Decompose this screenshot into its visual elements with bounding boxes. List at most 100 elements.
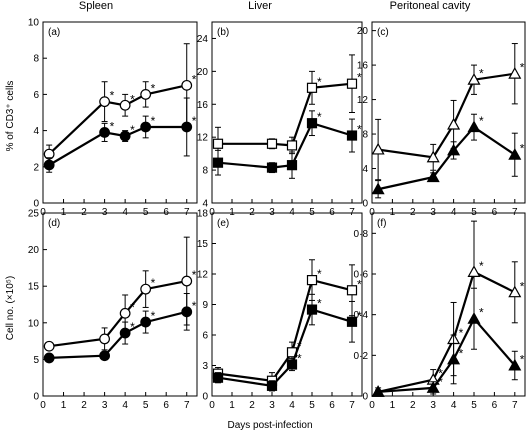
data-point bbox=[119, 327, 131, 339]
column-title-peritoneal-cavity: Peritoneal cavity bbox=[390, 0, 471, 12]
data-point bbox=[306, 304, 318, 315]
x-tick-label: 4 bbox=[451, 400, 457, 411]
data-point bbox=[467, 265, 481, 277]
series-open: * * bbox=[371, 43, 525, 181]
y-tick-label: 0 bbox=[202, 392, 208, 403]
x-tick-label: 5 bbox=[143, 400, 149, 411]
data-point bbox=[286, 160, 298, 171]
data-point bbox=[43, 340, 55, 352]
x-tick-label: 7 bbox=[349, 400, 355, 411]
series-filled: ** bbox=[371, 113, 525, 199]
significance-asterisk: * bbox=[192, 114, 197, 128]
y-tick-label: 0·4 bbox=[354, 310, 369, 321]
data-point bbox=[426, 381, 440, 393]
significance-asterisk: * bbox=[479, 67, 484, 81]
panels-group: (a)024681001234567********(b)48121620240… bbox=[28, 18, 526, 411]
ylabel-top-row: % of CD3⁺ cells bbox=[5, 81, 16, 152]
y-tick-label: 15 bbox=[28, 282, 40, 293]
data-point bbox=[426, 170, 440, 183]
significance-asterisk: * bbox=[151, 309, 156, 323]
significance-asterisk: * bbox=[357, 123, 362, 137]
y-tick-label: 16 bbox=[357, 61, 369, 72]
panel-label: (c) bbox=[377, 27, 389, 38]
axes-frame bbox=[371, 212, 526, 397]
x-tick-label: 7 bbox=[512, 400, 518, 411]
data-point bbox=[447, 143, 461, 156]
data-point bbox=[119, 99, 131, 111]
significance-asterisk: * bbox=[317, 267, 322, 281]
axes-frame bbox=[211, 21, 363, 204]
y-tick-label: 18 bbox=[197, 209, 209, 220]
significance-asterisk: * bbox=[297, 351, 302, 365]
y-tick-label: 8 bbox=[362, 130, 368, 141]
significance-asterisk: * bbox=[130, 320, 135, 334]
panel-d: (d) 0 5 10 15 20 25 0 1 2 3 4 5 6 7 * * * * * * bbox=[28, 209, 198, 411]
data-point bbox=[181, 275, 193, 287]
data-point bbox=[212, 138, 224, 149]
panel-label: (b) bbox=[217, 27, 229, 38]
panel-label: (d) bbox=[48, 218, 60, 229]
x-tick-label: 1 bbox=[229, 400, 235, 411]
x-tick-label: 3 bbox=[102, 400, 108, 411]
x-tick-label: 2 bbox=[410, 400, 416, 411]
significance-asterisk: * bbox=[459, 346, 464, 360]
y-tick-label: 0·8 bbox=[354, 229, 369, 240]
y-tick-label: 25 bbox=[28, 209, 40, 220]
significance-asterisk: * bbox=[192, 299, 197, 313]
y-tick-label: 20 bbox=[197, 67, 209, 78]
data-point bbox=[426, 150, 440, 163]
x-tick-label: 2 bbox=[249, 400, 255, 411]
x-tick-label: 0 bbox=[40, 400, 46, 411]
axes-frame bbox=[42, 21, 198, 204]
y-tick-label: 12 bbox=[197, 270, 209, 281]
y-tick-label: 16 bbox=[197, 100, 209, 111]
data-point bbox=[99, 333, 110, 345]
y-tick-label: 6 bbox=[202, 331, 208, 342]
ylabel-bottom-row: Cell no. (×10⁵) bbox=[5, 276, 16, 340]
x-tick-label: 0 bbox=[369, 400, 375, 411]
y-tick-label: 0·6 bbox=[354, 270, 369, 281]
x-tick-label: 4 bbox=[122, 400, 128, 411]
series-filled: **** bbox=[43, 97, 197, 173]
x-tick-label: 5 bbox=[309, 400, 315, 411]
data-point bbox=[286, 140, 298, 151]
y-tick-label: 0 bbox=[362, 392, 368, 403]
data-point bbox=[467, 120, 481, 133]
x-tick-label: 6 bbox=[163, 400, 169, 411]
data-point bbox=[266, 138, 278, 149]
y-tick-label: 0·2 bbox=[354, 351, 369, 362]
data-point bbox=[181, 121, 193, 133]
data-point bbox=[346, 316, 358, 327]
significance-asterisk: * bbox=[479, 259, 484, 273]
data-point bbox=[140, 88, 152, 100]
significance-asterisk: * bbox=[151, 81, 156, 95]
significance-asterisk: * bbox=[130, 92, 135, 106]
data-point bbox=[346, 285, 358, 296]
data-point bbox=[447, 117, 461, 130]
y-tick-label: 3 bbox=[202, 361, 208, 372]
y-tick-label: 10 bbox=[28, 318, 40, 329]
x-tick-label: 2 bbox=[81, 400, 87, 411]
x-tick-label: 5 bbox=[471, 400, 477, 411]
column-title-liver: Liver bbox=[248, 0, 272, 12]
data-point bbox=[266, 162, 278, 173]
significance-asterisk: * bbox=[357, 309, 362, 323]
data-point bbox=[140, 283, 152, 295]
data-point bbox=[508, 358, 522, 371]
significance-asterisk: * bbox=[110, 89, 115, 103]
data-point bbox=[212, 157, 224, 168]
x-tick-label: 6 bbox=[329, 400, 335, 411]
y-tick-label: 0 bbox=[33, 392, 39, 403]
y-tick-label: 12 bbox=[197, 133, 209, 144]
significance-asterisk: * bbox=[130, 300, 135, 314]
series-filled: **** bbox=[371, 287, 525, 397]
significance-asterisk: * bbox=[151, 276, 156, 290]
data-point bbox=[306, 275, 318, 286]
data-point bbox=[43, 352, 55, 364]
panel-a: (a)024681001234567******** bbox=[28, 18, 198, 218]
data-point bbox=[508, 147, 522, 160]
panel-b: (b)481216202401234567**** bbox=[197, 21, 363, 218]
panel-f: (f)00·20·40·60·80 1 2 3 4 5 6 7******** bbox=[354, 212, 526, 411]
data-point bbox=[371, 142, 385, 155]
